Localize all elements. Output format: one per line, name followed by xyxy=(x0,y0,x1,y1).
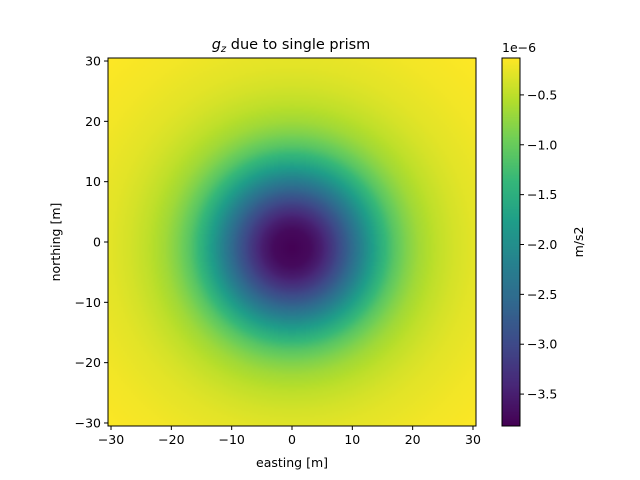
colorbar-ticks: −3.5 −3.0 −2.5 −2.0 −1.5 −1.0 −0.5 xyxy=(520,87,557,402)
title-prefix: g xyxy=(212,37,221,53)
title-subscript: z xyxy=(220,44,227,55)
x-tick-label: 20 xyxy=(405,432,421,447)
colorbar-tick-label: −2.0 xyxy=(527,237,557,252)
colorbar-tick-label: −3.0 xyxy=(527,337,557,352)
y-tick-label: −30 xyxy=(75,415,101,430)
y-axis-label: northing [m] xyxy=(48,203,63,282)
x-tick-label: 30 xyxy=(465,432,481,447)
y-tick-label: 20 xyxy=(85,114,101,129)
heatmap-image xyxy=(108,58,476,426)
x-tick-label: −20 xyxy=(158,432,184,447)
y-tick-label: 10 xyxy=(85,174,101,189)
y-tick-label: 0 xyxy=(93,235,101,250)
colorbar-gradient xyxy=(502,58,520,426)
colorbar-offset-text: 1e−6 xyxy=(502,40,536,55)
colorbar-tick-label: −3.5 xyxy=(527,387,557,402)
colorbar-tick-label: −1.0 xyxy=(527,137,557,152)
y-tick-label: −20 xyxy=(75,355,101,370)
chart-title: gz due to single prism xyxy=(212,37,371,55)
colorbar-tick-label: −1.5 xyxy=(527,187,557,202)
x-tick-label: −30 xyxy=(98,432,124,447)
colorbar-frame xyxy=(501,57,521,427)
x-tick-label: −10 xyxy=(218,432,244,447)
x-axis-label: easting [m] xyxy=(256,455,328,470)
colorbar: −3.5 −3.0 −2.5 −2.0 −1.5 −1.0 −0.5 1e−6 m/s2 xyxy=(501,40,586,427)
colorbar-tick-label: −0.5 xyxy=(527,87,557,102)
title-rest: due to single prism xyxy=(226,37,370,53)
colorbar-label: m/s2 xyxy=(571,227,586,258)
x-tick-label: 10 xyxy=(344,432,360,447)
x-tick-label: 0 xyxy=(288,432,296,447)
x-axis-ticks: −30 −20 −10 0 10 20 30 xyxy=(98,426,481,447)
y-tick-label: 30 xyxy=(85,54,101,69)
colorbar-tick-label: −2.5 xyxy=(527,287,557,302)
y-tick-label: −10 xyxy=(75,295,101,310)
plot-area xyxy=(107,57,477,427)
y-axis-ticks: −30 −20 −10 0 10 20 30 xyxy=(75,54,108,430)
